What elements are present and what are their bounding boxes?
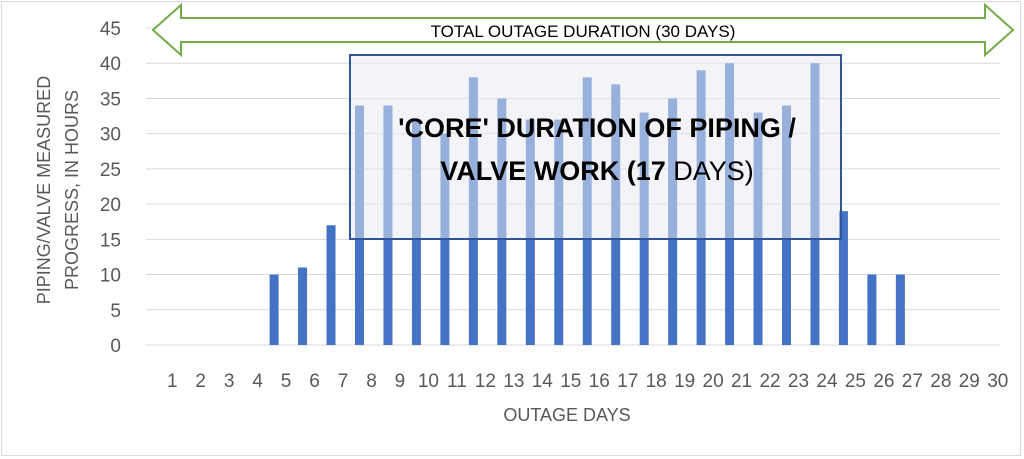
- x-tick-label: 29: [959, 371, 980, 392]
- x-tick-label: 2: [195, 371, 206, 392]
- core-duration-box: [349, 54, 842, 240]
- x-tick-label: 14: [532, 371, 554, 392]
- bar-day-27: [895, 274, 905, 345]
- y-tick-label: 20: [100, 195, 121, 216]
- y-tick-label: 35: [100, 89, 121, 110]
- x-tick-label: 24: [816, 371, 838, 392]
- x-tick-label: 8: [366, 371, 377, 392]
- x-tick-label: 12: [475, 371, 496, 392]
- y-tick-label: 5: [110, 301, 121, 322]
- x-tick-label: 20: [703, 371, 724, 392]
- x-tick-label: 30: [987, 371, 1008, 392]
- x-tick-label: 16: [589, 371, 610, 392]
- x-tick-label: 3: [224, 371, 235, 392]
- total-outage-double-arrow: [151, 2, 1015, 58]
- x-tick-label: 26: [873, 371, 894, 392]
- x-tick-label: 11: [447, 371, 467, 392]
- bar-day-6: [298, 267, 308, 345]
- y-tick-label: 40: [100, 54, 121, 75]
- core-duration-label-line2: VALVE WORK (17 DAYS): [440, 156, 754, 186]
- bar-day-5: [269, 274, 279, 345]
- x-tick-label: 18: [646, 371, 667, 392]
- core-duration-label-line2-rest: DAYS): [666, 156, 754, 186]
- x-tick-label: 4: [252, 371, 263, 392]
- x-tick-label: 13: [503, 371, 524, 392]
- x-tick-label: 9: [395, 371, 406, 392]
- x-tick-label: 17: [617, 371, 638, 392]
- x-axis-ticks: 1 2 3 4 5 6 7 8 9 10 11 12 13 14 15 16 17 18 19 20 21 22 23 24 2…: [167, 371, 1008, 392]
- y-tick-label: 30: [100, 125, 121, 146]
- y-tick-label: 15: [100, 230, 121, 251]
- x-tick-label: 27: [902, 371, 923, 392]
- y-tick-label: 45: [100, 19, 121, 40]
- bar-day-26: [867, 274, 877, 345]
- x-tick-label: 1: [167, 371, 178, 392]
- x-tick-label: 6: [309, 371, 320, 392]
- x-tick-label: 28: [930, 371, 951, 392]
- y-tick-label: 0: [110, 336, 121, 357]
- x-tick-label: 22: [759, 371, 780, 392]
- x-tick-label: 21: [731, 371, 752, 392]
- core-duration-label-line1: 'CORE' DURATION OF PIPING /: [398, 113, 796, 143]
- x-axis-title: OUTAGE DAYS: [503, 405, 630, 425]
- y-axis-title-line2: PROGRESS, IN HOURS: [62, 90, 82, 290]
- x-tick-label: 23: [788, 371, 809, 392]
- y-tick-label: 10: [100, 266, 121, 287]
- bar-day-7: [326, 225, 336, 345]
- y-axis-title: PIPING/VALVE MEASURED PROGRESS, IN HOURS: [34, 76, 82, 304]
- x-tick-label: 15: [560, 371, 581, 392]
- total-outage-label: TOTAL OUTAGE DURATION (30 DAYS): [431, 22, 736, 41]
- x-tick-label: 7: [338, 371, 349, 392]
- core-duration-label-line2-bold: VALVE WORK (17: [440, 156, 666, 186]
- x-tick-label: 19: [674, 371, 695, 392]
- bar-day-25: [838, 211, 848, 345]
- y-tick-label: 25: [100, 160, 121, 181]
- x-tick-label: 5: [281, 371, 292, 392]
- y-axis-ticks: 0 5 10 15 20 25 30 35 40 45: [100, 19, 121, 357]
- x-tick-label: 25: [845, 371, 866, 392]
- x-tick-label: 10: [418, 371, 439, 392]
- y-axis-title-line1: PIPING/VALVE MEASURED: [34, 76, 54, 304]
